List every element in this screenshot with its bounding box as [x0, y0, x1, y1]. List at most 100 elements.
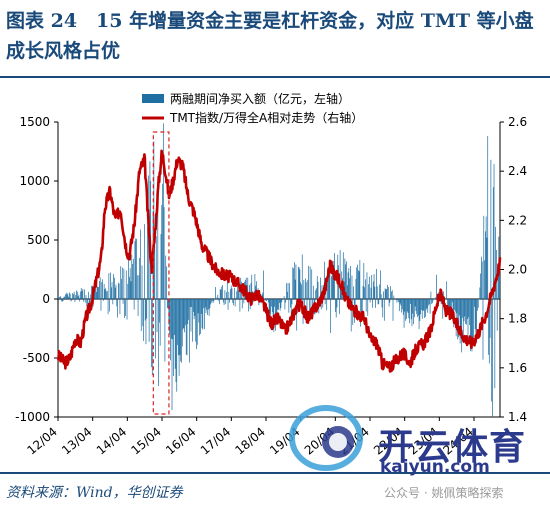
bar [102, 299, 104, 301]
bar [394, 299, 395, 300]
bar [210, 299, 212, 305]
bar [183, 299, 185, 328]
bar [373, 274, 375, 299]
bar [348, 268, 350, 299]
bar [232, 299, 234, 303]
bar [190, 299, 192, 332]
bar [128, 259, 129, 299]
bar [347, 272, 349, 299]
bar [397, 299, 399, 301]
bar [346, 285, 348, 299]
bar [329, 260, 331, 299]
bar [493, 163, 495, 299]
bar [328, 265, 330, 299]
bar [143, 299, 144, 342]
bar [468, 299, 470, 318]
bar [358, 271, 360, 299]
bar [61, 299, 63, 302]
bar [276, 299, 278, 322]
bar [110, 287, 112, 299]
bar [107, 299, 109, 315]
bar [135, 238, 137, 299]
bar [239, 299, 241, 312]
legend: 两融期间净买入额（亿元，左轴） TMT指数/万得全A相对走势（右轴） [142, 91, 363, 125]
bar [289, 283, 290, 299]
bar [114, 287, 116, 299]
bar [78, 294, 80, 299]
bar [181, 299, 182, 363]
legend-label-bars: 两融期间净买入额（亿元，左轴） [170, 91, 350, 106]
bar [293, 262, 295, 299]
bar [466, 299, 467, 325]
bar [327, 269, 328, 299]
bar [400, 299, 402, 306]
bar [435, 297, 436, 299]
bar [151, 299, 152, 368]
bar [281, 299, 283, 303]
bar [205, 299, 207, 314]
bar [69, 293, 71, 299]
bar [84, 299, 86, 303]
bar [465, 299, 466, 324]
bar [99, 281, 100, 299]
bar [353, 286, 354, 299]
bar [136, 238, 137, 299]
bar [221, 286, 223, 299]
bar [89, 299, 91, 305]
bar [211, 299, 212, 303]
bar [209, 299, 211, 309]
bar [144, 299, 146, 321]
bar [91, 285, 92, 299]
x-tick-label: 15/04 [128, 425, 163, 458]
bar [361, 299, 362, 313]
bar-series [58, 123, 500, 417]
bar [189, 299, 190, 363]
bar [483, 215, 485, 299]
bar [227, 299, 229, 310]
bar [398, 299, 400, 312]
bar [86, 299, 88, 307]
bar [285, 299, 287, 303]
bar [443, 291, 444, 299]
bar [442, 299, 444, 319]
bar [212, 299, 214, 304]
bar [216, 297, 218, 299]
bar [203, 299, 204, 309]
bar [322, 299, 324, 308]
bar [376, 269, 377, 299]
bar [266, 299, 268, 302]
bar [58, 296, 60, 299]
bar [79, 299, 81, 302]
bar [220, 289, 222, 299]
bar [241, 299, 243, 309]
bar [172, 299, 174, 340]
bar [58, 296, 59, 299]
bar [102, 279, 103, 299]
bar [466, 299, 468, 320]
bar [100, 299, 102, 311]
bar [115, 284, 117, 299]
bar [271, 299, 273, 313]
bar [377, 299, 379, 305]
bar [85, 295, 87, 299]
bar [90, 294, 92, 299]
bar [316, 276, 318, 299]
bar [424, 299, 425, 318]
bar [489, 299, 491, 338]
bar [180, 299, 182, 362]
bar [226, 292, 227, 299]
bar [335, 299, 337, 318]
y-right-tick-label: 1.6 [508, 361, 527, 375]
y-right-tick-label: 2.0 [508, 263, 527, 277]
bar [166, 266, 167, 299]
bar [291, 299, 293, 305]
bar [365, 279, 366, 299]
bar [299, 269, 301, 299]
bar [427, 299, 429, 313]
source-note: 资料来源：Wind，华创证券 [6, 485, 183, 501]
bar [158, 299, 159, 386]
bar [425, 299, 426, 317]
bar [104, 289, 106, 299]
bar [217, 294, 219, 299]
bar [305, 282, 307, 299]
